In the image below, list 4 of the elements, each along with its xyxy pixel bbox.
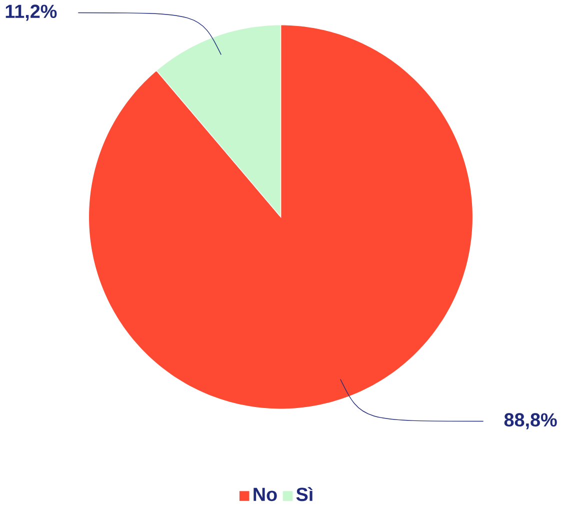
data-label: 88,8% xyxy=(504,413,557,430)
legend-label: No xyxy=(254,488,277,502)
legend-label: Sì xyxy=(296,487,312,502)
data-label: 11,2% xyxy=(6,4,57,21)
